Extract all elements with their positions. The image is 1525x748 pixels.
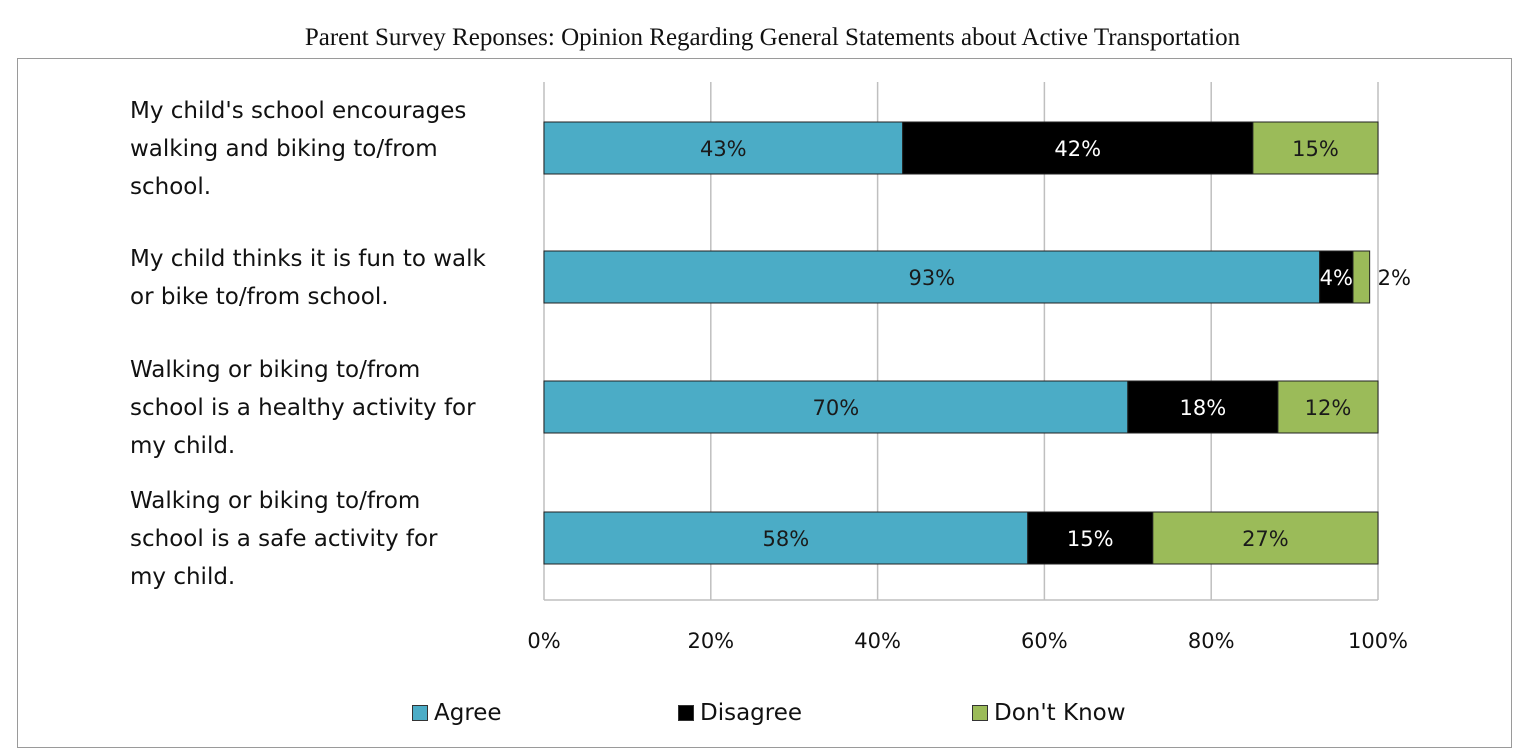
category-label: school. bbox=[130, 174, 211, 200]
data-label: 70% bbox=[813, 396, 860, 420]
x-tick-label: 80% bbox=[1188, 629, 1235, 653]
category-label: My child's school encourages bbox=[130, 98, 466, 124]
x-tick-label: 40% bbox=[854, 629, 901, 653]
category-label: Walking or biking to/from bbox=[130, 488, 420, 514]
category-label: walking and biking to/from bbox=[130, 136, 438, 162]
category-label: or bike to/from school. bbox=[130, 284, 389, 310]
bar-segment bbox=[543, 511, 1029, 565]
data-label: 15% bbox=[1292, 137, 1339, 161]
data-label: 42% bbox=[1054, 137, 1101, 161]
category-label: My child thinks it is fun to walk bbox=[130, 246, 487, 272]
legend-swatch-dont-know bbox=[972, 705, 988, 721]
legend-swatch-disagree bbox=[678, 705, 694, 721]
legend-label-dont-know: Don't Know bbox=[994, 700, 1126, 726]
data-label: 18% bbox=[1180, 396, 1227, 420]
legend-label-disagree: Disagree bbox=[700, 700, 803, 726]
bar-segment bbox=[1277, 380, 1379, 434]
category-label: Walking or biking to/from bbox=[130, 357, 420, 383]
chart-legend: Agree Disagree Don't Know bbox=[0, 700, 1525, 734]
legend-item-dont-know: Don't Know bbox=[972, 700, 1126, 726]
legend-item-disagree: Disagree bbox=[678, 700, 802, 726]
bar-segment bbox=[1027, 511, 1154, 565]
data-label: 4% bbox=[1320, 266, 1353, 290]
data-label: 43% bbox=[700, 137, 747, 161]
data-label: 12% bbox=[1305, 396, 1352, 420]
x-tick-label: 20% bbox=[687, 629, 734, 653]
x-tick-label: 60% bbox=[1021, 629, 1068, 653]
bar-segment bbox=[1352, 250, 1371, 304]
bar-segment bbox=[1152, 511, 1379, 565]
bar-segment bbox=[1252, 121, 1379, 175]
data-label: 58% bbox=[763, 527, 810, 551]
legend-label-agree: Agree bbox=[434, 700, 502, 726]
category-label: my child. bbox=[130, 564, 235, 590]
bar-segment bbox=[1319, 250, 1354, 304]
data-label: 93% bbox=[908, 266, 955, 290]
x-tick-label: 0% bbox=[527, 629, 560, 653]
data-label: 2% bbox=[1378, 266, 1411, 290]
legend-item-agree: Agree bbox=[412, 700, 502, 726]
category-label: school is a healthy activity for bbox=[130, 395, 476, 421]
data-label: 27% bbox=[1242, 527, 1289, 551]
chart-title: Parent Survey Reponses: Opinion Regardin… bbox=[304, 24, 1241, 51]
chart-plot: 0% 20% 40% 60% 80% 100% My child's school enco… bbox=[130, 82, 1411, 653]
category-label: my child. bbox=[130, 433, 235, 459]
category-label: school is a safe activity for bbox=[130, 526, 438, 552]
bar-segment bbox=[543, 121, 904, 175]
bar-segment bbox=[543, 250, 1321, 304]
data-label: 15% bbox=[1067, 527, 1114, 551]
x-tick-label: 100% bbox=[1348, 629, 1408, 653]
legend-swatch-agree bbox=[412, 705, 428, 721]
bar-segment bbox=[902, 121, 1254, 175]
